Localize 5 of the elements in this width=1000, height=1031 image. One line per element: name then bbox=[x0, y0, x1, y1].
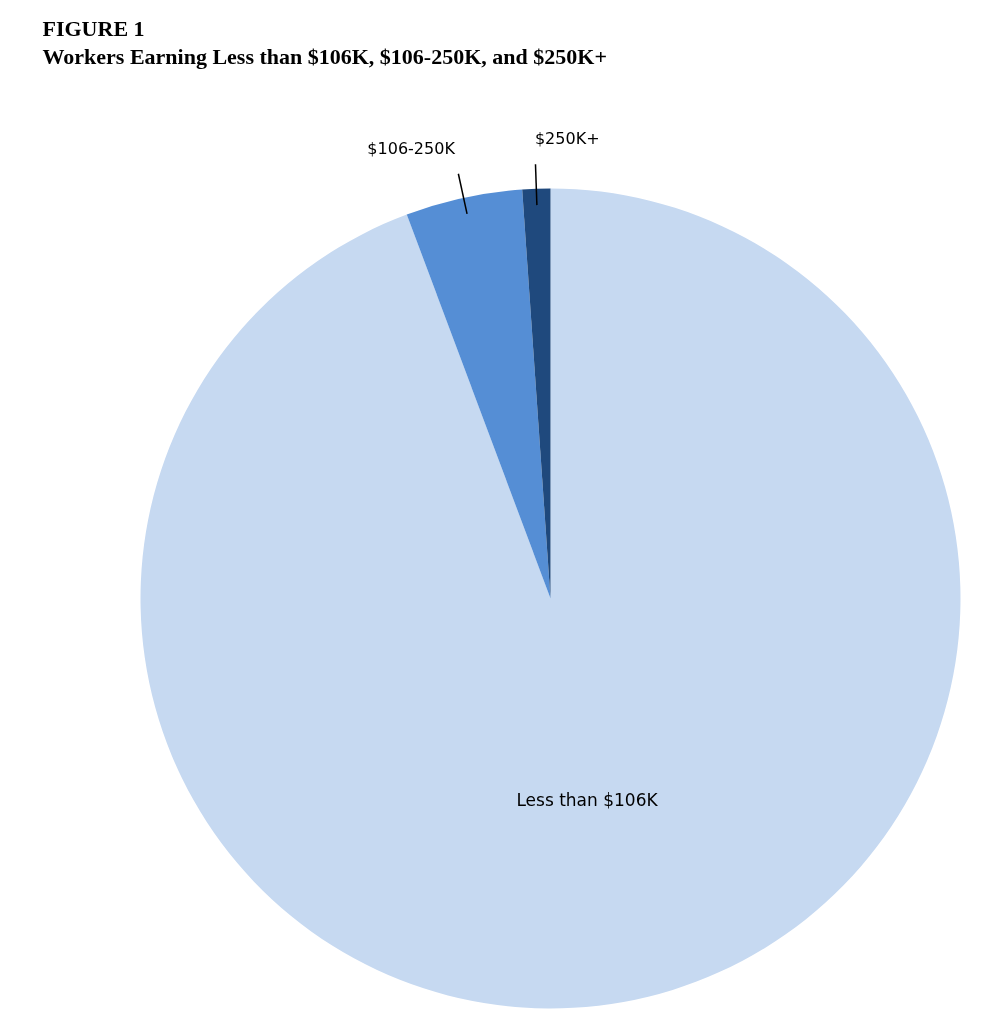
slice-label: $250K+ bbox=[534, 128, 600, 148]
chart-subtitle: Workers Earning Less than $106K, $106-250K, and $250K+ bbox=[42, 44, 607, 69]
chart-title: FIGURE 1 bbox=[42, 16, 145, 41]
slice-label: $106-250K bbox=[367, 138, 456, 158]
slice-label: Less than $106K bbox=[516, 790, 659, 811]
